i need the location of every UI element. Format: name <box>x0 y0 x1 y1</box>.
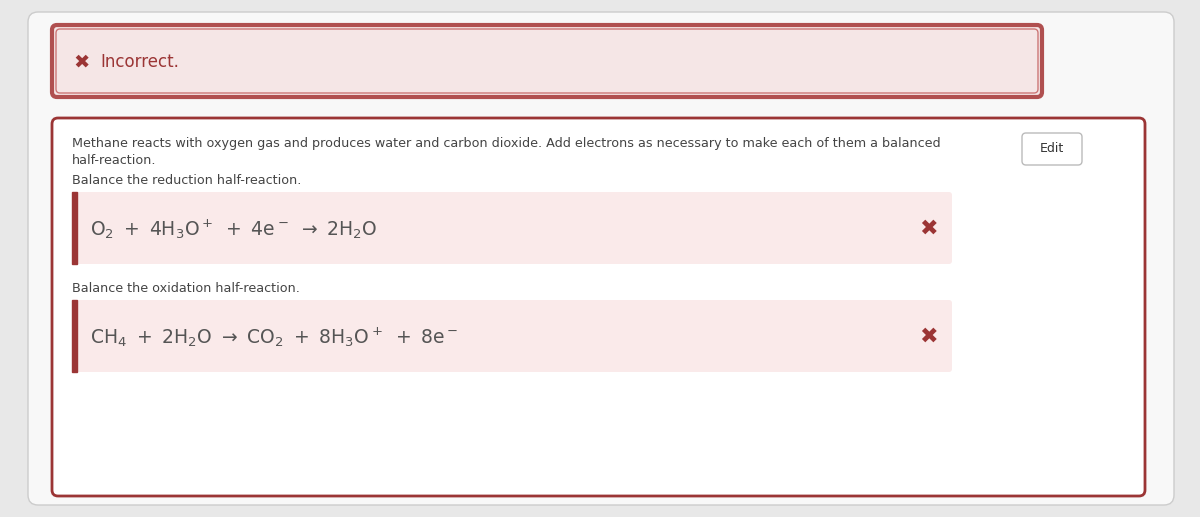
Text: $\mathrm{CH_4\ +\ 2H_2O\ \rightarrow\ CO_2\ +\ 8H_3O^+\ +\ 8e^-}$: $\mathrm{CH_4\ +\ 2H_2O\ \rightarrow\ CO… <box>90 325 458 348</box>
Text: Edit: Edit <box>1040 143 1064 156</box>
Text: ✖: ✖ <box>919 219 937 239</box>
Text: Balance the oxidation half-reaction.: Balance the oxidation half-reaction. <box>72 281 300 295</box>
Text: ✖: ✖ <box>74 53 90 71</box>
FancyBboxPatch shape <box>52 25 1042 97</box>
FancyBboxPatch shape <box>52 118 1145 496</box>
Text: $\mathrm{O_2\ +\ 4H_3O^+\ +\ 4e^-\ \rightarrow\ 2H_2O}$: $\mathrm{O_2\ +\ 4H_3O^+\ +\ 4e^-\ \righ… <box>90 217 377 241</box>
FancyBboxPatch shape <box>72 300 952 372</box>
FancyBboxPatch shape <box>72 192 952 264</box>
Text: Methane reacts with oxygen gas and produces water and carbon dioxide. Add electr: Methane reacts with oxygen gas and produ… <box>72 136 941 149</box>
FancyBboxPatch shape <box>28 12 1174 505</box>
Bar <box>72 192 77 264</box>
Text: half-reaction.: half-reaction. <box>72 155 156 168</box>
Text: ✖: ✖ <box>919 327 937 347</box>
Bar <box>72 300 77 372</box>
Text: Incorrect.: Incorrect. <box>100 53 179 71</box>
Text: Balance the reduction half-reaction.: Balance the reduction half-reaction. <box>72 174 301 187</box>
FancyBboxPatch shape <box>56 29 1038 93</box>
FancyBboxPatch shape <box>1022 133 1082 165</box>
